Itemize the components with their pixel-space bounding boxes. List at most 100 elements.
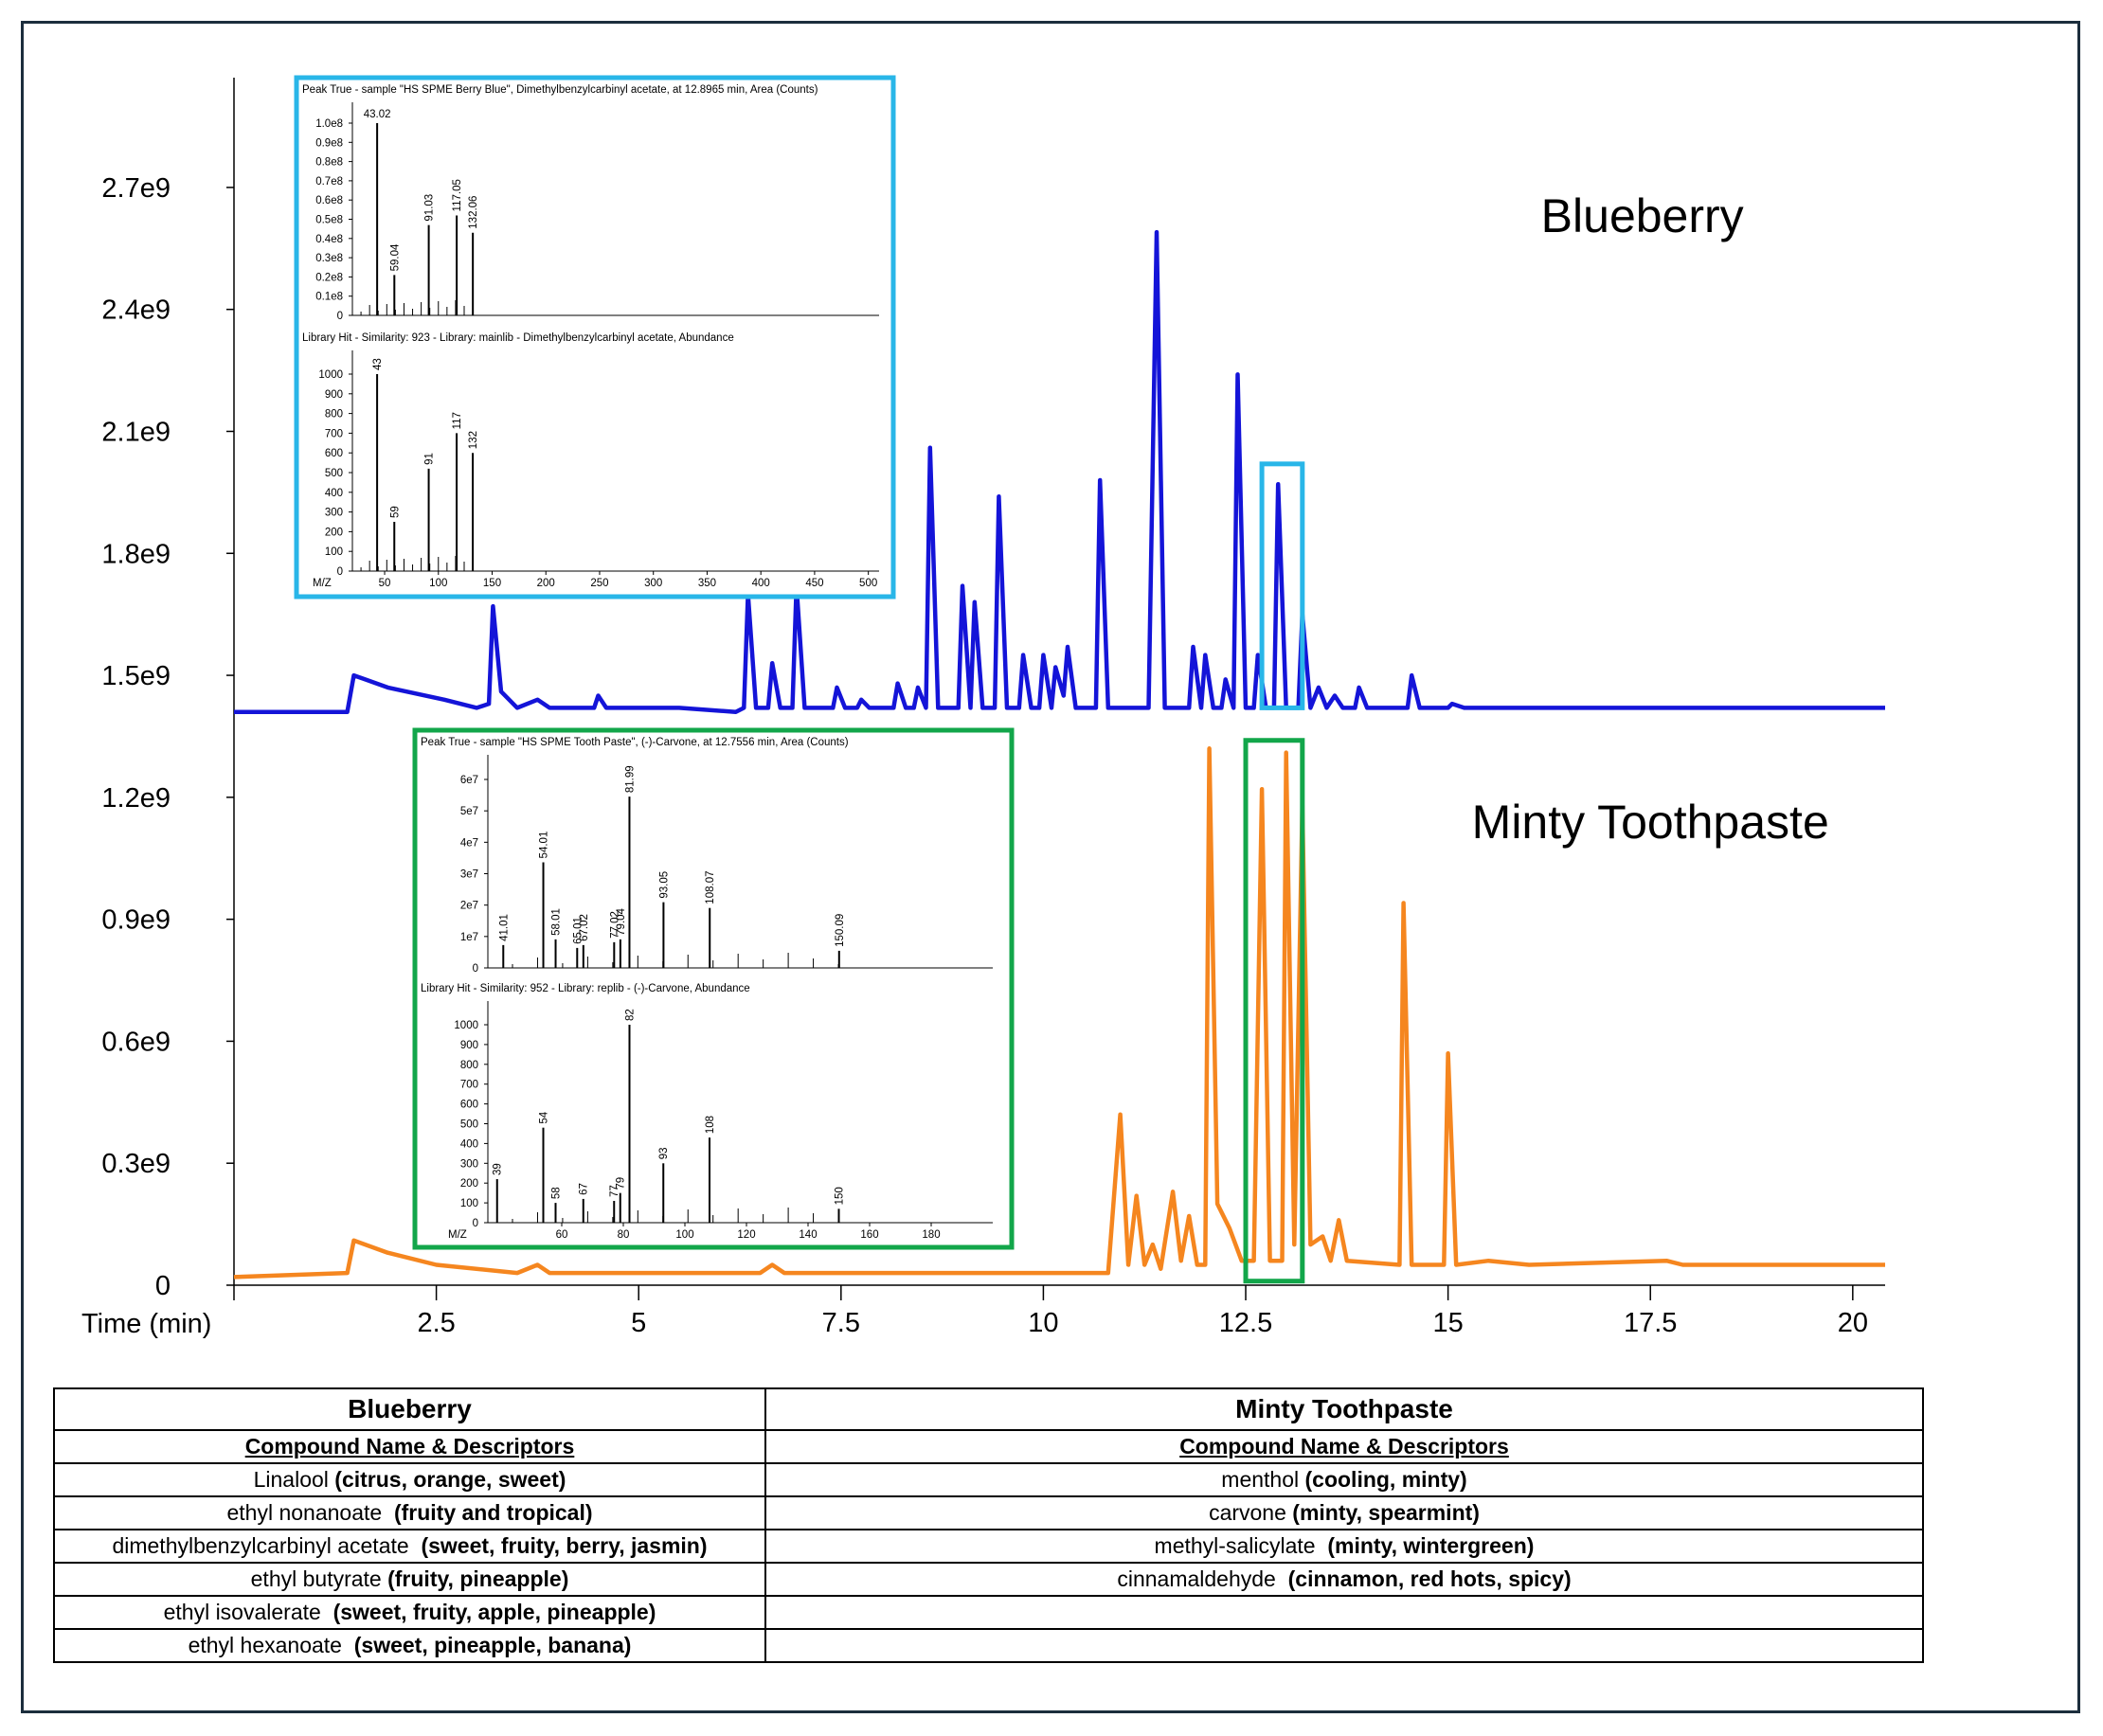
bottom-spectrum-title: Library Hit - Similarity: 952 - Library:… bbox=[421, 983, 750, 994]
table-row: ethyl hexanoate (sweet, pineapple, banan… bbox=[53, 1628, 1924, 1663]
toothpaste-header: Minty Toothpaste bbox=[764, 1387, 1924, 1431]
spectrum-x-tick-label: 350 bbox=[698, 578, 716, 589]
chromatogram-chart: 0 0.3e9 0.6e9 0.9e9 1.2e9 1.5e9 1.8e9 2.1e9 2.4e… bbox=[81, 75, 1885, 1339]
spectrum-y-tick-label: 1.0e8 bbox=[315, 118, 343, 130]
inset-border bbox=[412, 727, 1015, 1250]
toothpaste-subheader: Compound Name & Descriptors bbox=[764, 1429, 1924, 1464]
y-tick-label: 0.6e9 bbox=[101, 1027, 171, 1057]
spectrum-x-tick-label: 80 bbox=[618, 1229, 630, 1241]
blueberry-compound: ethyl butyrate (fruity, pineapple) bbox=[53, 1562, 766, 1597]
toothpaste-peak-highlight bbox=[1243, 738, 1305, 1284]
spectrum-y-tick-label: 0.3e8 bbox=[315, 253, 343, 264]
x-tick-label: 5 bbox=[631, 1308, 646, 1338]
compound-name: ethyl nonanoate bbox=[226, 1500, 394, 1525]
spectrum-y-tick-label: 4e7 bbox=[460, 837, 478, 849]
spectrum-peak-label: 117 bbox=[452, 412, 463, 429]
spectrum-y-tick-label: 700 bbox=[460, 1080, 478, 1091]
spectrum-peak-label: 77.02 bbox=[609, 911, 620, 939]
spectrum-peak-label: 43.02 bbox=[364, 109, 391, 120]
toothpaste-label: Minty Toothpaste bbox=[1472, 796, 1829, 849]
spectrum-peak-label: 39 bbox=[493, 1163, 504, 1175]
spectrum-y-tick-label: 1e7 bbox=[460, 932, 478, 943]
blueberry-compound: ethyl isovalerate (sweet, fruity, apple,… bbox=[53, 1595, 766, 1630]
spectrum-peak-label: 59 bbox=[389, 506, 401, 518]
spectrum-y-tick-label: 600 bbox=[325, 448, 343, 459]
spectrum-peak-label: 67.02 bbox=[579, 914, 590, 941]
compound-name: cinnamaldehyde bbox=[1117, 1566, 1288, 1591]
spectrum-peak-label: 41.01 bbox=[498, 914, 510, 941]
spectrum-y-tick-label: 100 bbox=[325, 546, 343, 558]
compound-descriptors: (fruity and tropical) bbox=[393, 1500, 593, 1525]
toothpaste-mass-spectrum-inset: Peak True - sample "HS SPME Tooth Paste"… bbox=[412, 727, 1015, 1250]
spectrum-x-axis-label: M/Z bbox=[313, 578, 332, 589]
y-tick-label: 2.1e9 bbox=[101, 417, 171, 447]
spectrum-y-tick-label: 0.6e8 bbox=[315, 195, 343, 206]
spectrum-peak-label: 117.05 bbox=[452, 179, 463, 211]
spectrum-y-tick-label: 0 bbox=[473, 1218, 478, 1229]
spectrum-y-tick-label: 200 bbox=[325, 527, 343, 538]
y-tick-label: 1.2e9 bbox=[101, 783, 171, 814]
spectrum-y-tick-label: 400 bbox=[325, 488, 343, 499]
spectrum-peak-label: 58.01 bbox=[551, 908, 563, 936]
spectrum-y-tick-label: 0 bbox=[473, 963, 478, 975]
spectrum-y-tick-label: 0.7e8 bbox=[315, 176, 343, 188]
spectrum-x-tick-label: 500 bbox=[859, 578, 877, 589]
spectrum-x-tick-label: 100 bbox=[675, 1229, 693, 1241]
spectrum-x-tick-label: 400 bbox=[752, 578, 770, 589]
y-tick-label: 0.9e9 bbox=[101, 905, 171, 936]
spectrum-x-tick-label: 300 bbox=[644, 578, 662, 589]
spectrum-peak-label: 132.06 bbox=[468, 196, 479, 229]
spectrum-peak-label: 77 bbox=[609, 1185, 620, 1197]
spectrum-x-tick-label: 140 bbox=[799, 1229, 817, 1241]
spectrum-y-tick-label: 0.2e8 bbox=[315, 272, 343, 283]
top-spectrum-title: Peak True - sample "HS SPME Berry Blue",… bbox=[302, 84, 818, 96]
spectrum-peak-label: 82 bbox=[625, 1009, 637, 1021]
x-tick-label: 15 bbox=[1432, 1308, 1463, 1338]
spectrum-x-tick-label: 120 bbox=[737, 1229, 755, 1241]
compound-descriptors: (cooling, minty) bbox=[1304, 1467, 1467, 1492]
spectrum-x-tick-label: 50 bbox=[379, 578, 391, 589]
toothpaste-compound: menthol (cooling, minty) bbox=[764, 1462, 1924, 1497]
table-row: ethyl nonanoate (fruity and tropical) car… bbox=[53, 1495, 1924, 1530]
spectrum-y-tick-label: 0 bbox=[337, 566, 343, 578]
spectrum-x-tick-label: 180 bbox=[922, 1229, 940, 1241]
spectrum-y-tick-label: 0.5e8 bbox=[315, 215, 343, 226]
spectrum-x-tick-label: 100 bbox=[429, 578, 447, 589]
spectrum-y-tick-label: 0.8e8 bbox=[315, 157, 343, 169]
compound-table: Blueberry Minty Toothpaste Compound Name… bbox=[53, 1387, 1924, 1663]
compound-name: ethyl isovalerate bbox=[163, 1600, 333, 1624]
blueberry-mass-spectrum-inset: Peak True - sample "HS SPME Berry Blue",… bbox=[294, 75, 896, 600]
spectrum-peak-label: 54 bbox=[539, 1111, 550, 1123]
spectrum-peak-label: 59.04 bbox=[389, 243, 401, 271]
toothpaste-compound bbox=[764, 1595, 1924, 1630]
table-row: ethyl isovalerate (sweet, fruity, apple,… bbox=[53, 1595, 1924, 1630]
spectrum-y-tick-label: 100 bbox=[460, 1198, 478, 1209]
spectrum-y-tick-label: 800 bbox=[460, 1060, 478, 1071]
spectrum-peak-label: 93 bbox=[658, 1148, 670, 1160]
x-tick-label: 10 bbox=[1028, 1308, 1058, 1338]
table-row: ethyl butyrate (fruity, pineapple) cinnam… bbox=[53, 1562, 1924, 1597]
x-tick-label: 20 bbox=[1838, 1308, 1868, 1338]
blueberry-peak-highlight bbox=[1259, 461, 1305, 710]
spectrum-y-tick-label: 0 bbox=[337, 311, 343, 322]
spectrum-x-axis-label: M/Z bbox=[448, 1229, 467, 1241]
spectrum-peak-label: 79.04 bbox=[616, 907, 627, 935]
blueberry-label: Blueberry bbox=[1541, 189, 1744, 242]
toothpaste-trace bbox=[233, 746, 1885, 1280]
spectrum-peak-label: 54.01 bbox=[539, 832, 550, 859]
spectrum-y-tick-label: 800 bbox=[325, 409, 343, 421]
y-tick-label: 0 bbox=[155, 1271, 171, 1301]
figure-frame bbox=[21, 21, 2080, 1713]
spectrum-peak-label: 65.01 bbox=[572, 917, 584, 944]
inset-border bbox=[294, 75, 896, 600]
spectrum-y-tick-label: 2e7 bbox=[460, 901, 478, 912]
compound-descriptors: (fruity, pineapple) bbox=[387, 1566, 569, 1591]
spectrum-peak-label: 81.99 bbox=[624, 765, 636, 793]
y-tick-label: 2.7e9 bbox=[101, 173, 171, 204]
compound-descriptors: (cinnamon, red hots, spicy) bbox=[1287, 1566, 1572, 1591]
compound-descriptors: (sweet, fruity, apple, pineapple) bbox=[333, 1600, 656, 1624]
spectrum-peak-label: 91 bbox=[424, 453, 436, 465]
table-header-row: Blueberry Minty Toothpaste bbox=[53, 1387, 1924, 1431]
blueberry-subheader: Compound Name & Descriptors bbox=[53, 1429, 766, 1464]
x-tick-label: 17.5 bbox=[1624, 1308, 1677, 1338]
